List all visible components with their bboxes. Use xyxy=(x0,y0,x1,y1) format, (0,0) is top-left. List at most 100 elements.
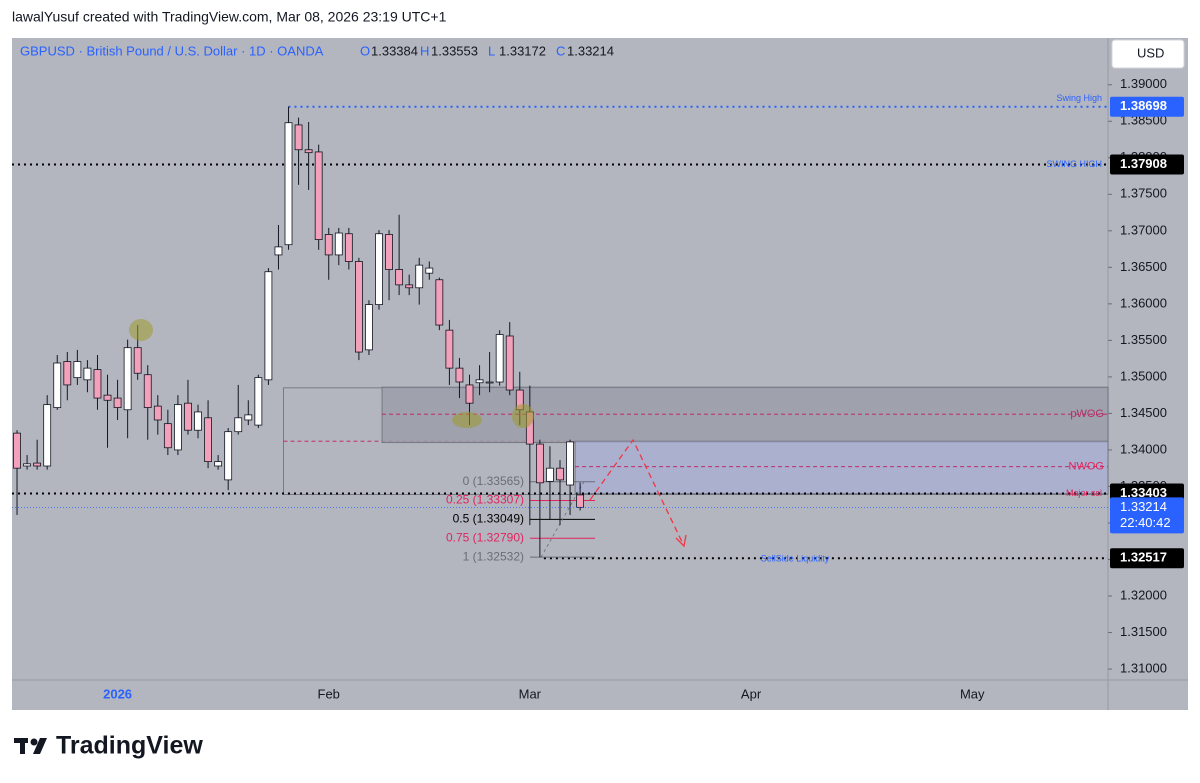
fib-label: 0.5 (1.33049) xyxy=(453,512,524,526)
highlight xyxy=(452,412,482,428)
price-tag-label: 1.38698 xyxy=(1120,98,1167,113)
countdown: 22:40:42 xyxy=(1120,515,1171,530)
ohlc-value: 1.33384 xyxy=(371,43,418,58)
candle-body xyxy=(304,149,313,154)
logo: TradingView xyxy=(14,732,203,760)
candle-body xyxy=(465,384,474,404)
candle-body xyxy=(224,431,233,481)
candle-body xyxy=(445,329,454,369)
candle-body xyxy=(143,374,152,408)
candle-body xyxy=(354,261,363,353)
ohlc-label: C xyxy=(556,43,565,58)
y-tick-label: 1.36500 xyxy=(1120,259,1167,274)
candle-body xyxy=(133,347,142,374)
candle-body xyxy=(385,234,393,270)
arrow-head xyxy=(675,534,687,548)
fib-label: 1 (1.32532) xyxy=(463,549,524,563)
candle-body xyxy=(546,467,554,482)
currency[interactable]: USD xyxy=(1137,45,1164,60)
candle-body xyxy=(33,462,42,467)
candle-body xyxy=(103,394,112,401)
price-tag xyxy=(1110,154,1184,175)
ohlc-label: H xyxy=(420,43,429,58)
y-tick-label: 1.37500 xyxy=(1120,186,1167,201)
highlight xyxy=(129,319,153,341)
fib-label: 0.75 (1.32790) xyxy=(446,530,524,544)
y-tick-label: 1.37000 xyxy=(1120,222,1167,237)
y-tick-label: 1.34500 xyxy=(1120,405,1167,420)
fib-label: 0 (1.33565) xyxy=(463,474,524,488)
x-tick-label: Mar xyxy=(519,686,542,701)
logo-mark xyxy=(30,738,38,746)
y-tick-label: 1.36000 xyxy=(1120,295,1167,310)
chart-frame xyxy=(12,38,1188,710)
candle-body xyxy=(485,381,494,384)
ohlc-label: O xyxy=(360,43,370,58)
ohlc-value: 1.33172 xyxy=(499,43,546,58)
candle-body xyxy=(244,414,253,421)
level-label: Swing High xyxy=(1056,93,1102,103)
y-tick-label: 1.35000 xyxy=(1120,368,1167,383)
candle-body xyxy=(83,367,92,381)
candle-body xyxy=(204,417,212,463)
logo-mark xyxy=(20,738,25,754)
ohlc-value: 1.33214 xyxy=(567,43,614,58)
level-label: SWING HIGH xyxy=(1047,159,1103,169)
candle-body xyxy=(254,377,263,426)
candle-body xyxy=(455,367,464,383)
zone-label: pWOG xyxy=(1070,408,1104,420)
candle-body xyxy=(344,233,353,262)
candle-body xyxy=(314,151,323,240)
candle-body xyxy=(284,122,293,246)
x-tick-label: May xyxy=(960,686,985,701)
projection-arrow xyxy=(589,438,685,547)
zone xyxy=(381,386,1109,444)
fib-trend xyxy=(540,481,585,558)
ohlc-label: L xyxy=(488,43,495,58)
candle-body xyxy=(294,124,303,151)
x-tick-label: Feb xyxy=(318,686,340,701)
ohlc-value: 1.33553 xyxy=(431,43,478,58)
candle-body xyxy=(184,402,192,431)
y-tick-label: 1.32000 xyxy=(1120,587,1167,602)
candle-body xyxy=(234,417,243,433)
y-tick-label: 1.31500 xyxy=(1120,624,1167,639)
price-tag-label: 1.33403 xyxy=(1120,485,1167,500)
candle-body xyxy=(13,432,21,469)
candle-body xyxy=(375,233,383,305)
candle-body xyxy=(495,334,504,383)
symbol: GBPUSD · British Pound / U.S. Dollar · 1… xyxy=(20,43,324,58)
level-label: SellSide Liquidity xyxy=(761,554,830,564)
candle-body xyxy=(405,284,414,289)
logo-mark xyxy=(33,738,47,754)
candle-body xyxy=(365,304,373,351)
currency-button[interactable] xyxy=(1111,39,1185,69)
price-tag-label: 1.32517 xyxy=(1120,550,1167,565)
candle-body xyxy=(264,271,273,381)
candle-body xyxy=(475,379,484,384)
candle-body xyxy=(153,405,162,421)
price-tag-label: 1.37908 xyxy=(1120,156,1167,171)
candle-body xyxy=(415,264,424,289)
price-tag xyxy=(1110,96,1184,117)
candle-body xyxy=(566,441,574,486)
highlight xyxy=(512,404,534,428)
candle-body xyxy=(556,467,564,481)
price-tag xyxy=(1110,548,1184,569)
candle-body xyxy=(123,347,132,411)
candle-body xyxy=(63,361,72,386)
y-tick-label: 1.39000 xyxy=(1120,76,1167,91)
candle-body xyxy=(576,494,585,508)
zone xyxy=(574,440,1109,495)
candle-body xyxy=(163,423,172,449)
candle-body xyxy=(194,411,202,431)
candle-body xyxy=(324,234,333,256)
y-tick-label: 1.34000 xyxy=(1120,441,1167,456)
candle-body xyxy=(113,397,122,408)
candle-body xyxy=(425,267,434,274)
candle-body xyxy=(23,463,31,467)
candle-body xyxy=(53,362,62,408)
candle-body xyxy=(214,461,223,467)
candle-body xyxy=(274,246,283,256)
